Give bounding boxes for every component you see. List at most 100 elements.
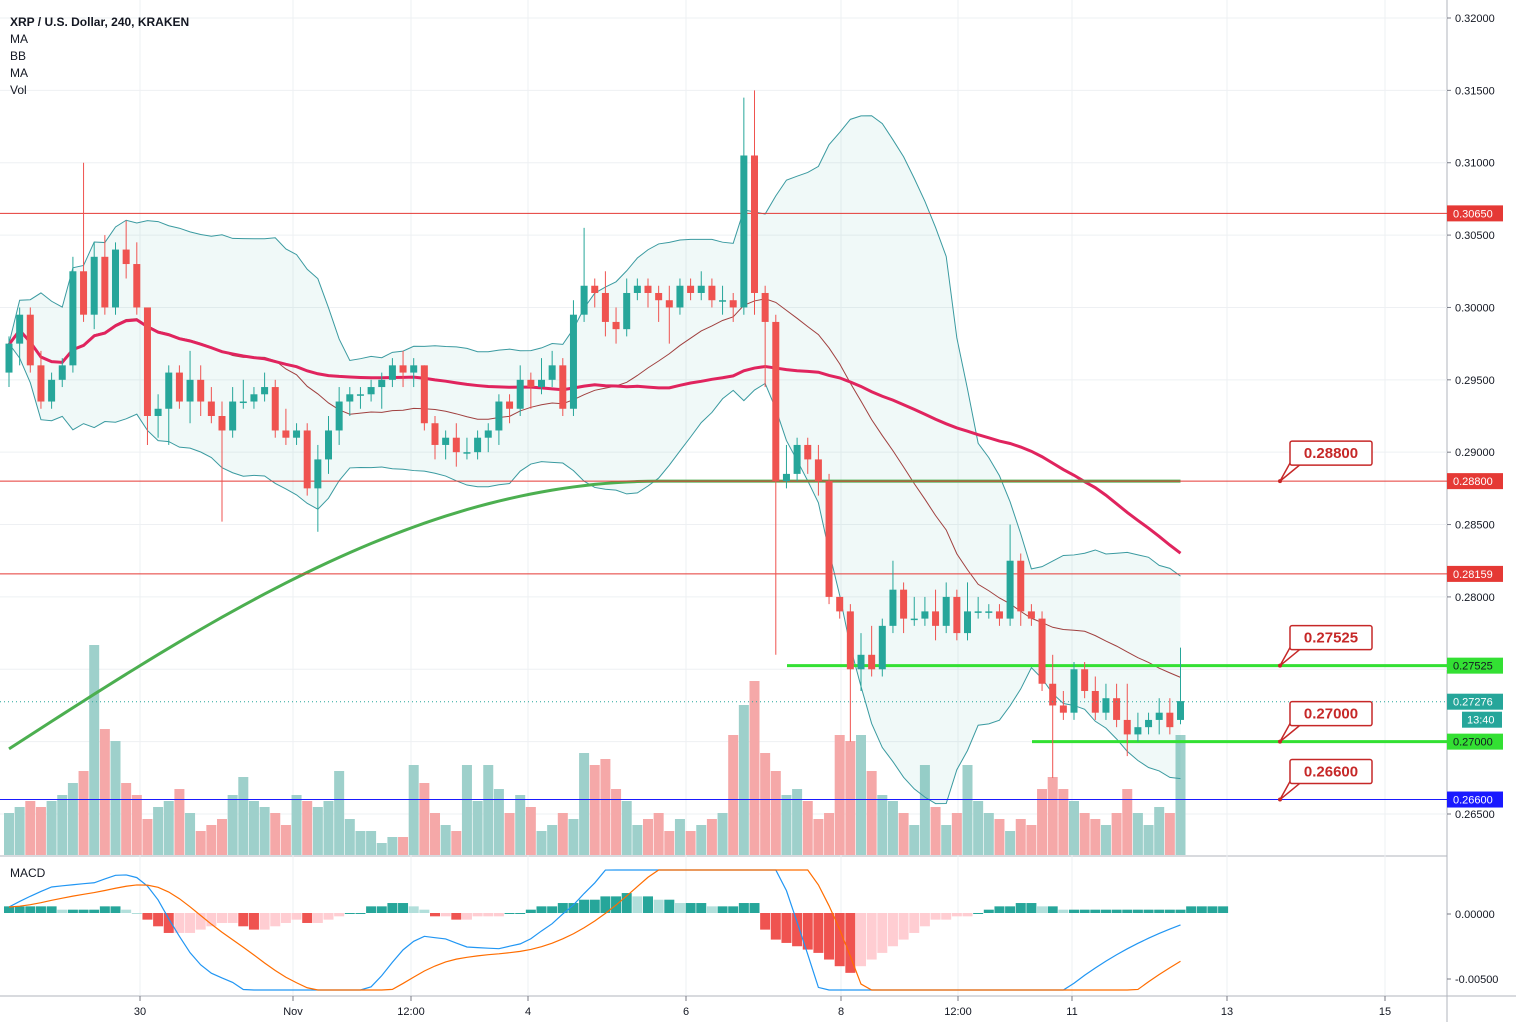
volume-bar xyxy=(994,819,1005,855)
volume-bar xyxy=(760,753,771,855)
volume-bar xyxy=(632,825,643,855)
macd-histogram-bar xyxy=(792,913,803,947)
volume-bar xyxy=(547,825,558,855)
volume-bar xyxy=(706,819,717,855)
candle-body xyxy=(591,285,599,293)
candle-body xyxy=(548,365,556,380)
candle-body xyxy=(303,430,311,489)
candle-body xyxy=(325,430,332,460)
current-price-tag xyxy=(1447,693,1503,710)
countdown-label: 13:40 xyxy=(1467,715,1495,727)
macd-histogram-bar xyxy=(930,913,941,920)
volume-bar xyxy=(163,801,174,855)
macd-histogram-bar xyxy=(206,913,217,927)
volume-bar xyxy=(35,807,46,855)
candle-body xyxy=(207,401,215,416)
macd-histogram-bar xyxy=(46,906,57,913)
candle-body xyxy=(410,365,418,373)
level-price-tag xyxy=(1447,657,1503,674)
macd-histogram-bar xyxy=(99,906,110,913)
macd-histogram-bar xyxy=(845,913,856,973)
volume-bar xyxy=(770,771,781,855)
macd-histogram-bar xyxy=(685,903,696,913)
macd-histogram-bar xyxy=(515,913,526,914)
macd-histogram-bar xyxy=(728,906,739,913)
volume-bar xyxy=(1111,813,1122,855)
macd-histogram-bar xyxy=(877,913,888,953)
volume-bar xyxy=(121,783,132,855)
macd-label[interactable]: MACD xyxy=(10,866,46,880)
candle-body xyxy=(80,271,88,315)
macd-histogram-bar xyxy=(1218,906,1229,913)
macd-histogram-bar xyxy=(1175,909,1186,913)
macd-histogram-bar xyxy=(302,913,313,923)
volume-bar xyxy=(856,735,866,855)
macd-histogram-bar xyxy=(312,913,323,923)
indicator-ma-2[interactable]: MA xyxy=(10,66,28,80)
level-price-tag xyxy=(1447,733,1503,750)
candle-body xyxy=(122,249,130,265)
candle-body xyxy=(474,437,482,453)
indicator-vol[interactable]: Vol xyxy=(10,83,27,97)
x-tick-label: 13 xyxy=(1221,1006,1233,1018)
volume-bar xyxy=(185,813,196,855)
volume-bar xyxy=(248,801,259,855)
macd-histogram-bar xyxy=(344,913,355,914)
macd-histogram-bar xyxy=(89,909,100,913)
y-tick-label: 0.31000 xyxy=(1455,158,1495,170)
volume-bar xyxy=(951,813,962,855)
candle-body xyxy=(69,271,77,366)
countdown-tag xyxy=(1462,711,1502,728)
volume-bar xyxy=(312,807,323,855)
macd-histogram-bar xyxy=(131,913,142,914)
volume-bar xyxy=(515,795,526,855)
indicator-ma-1[interactable]: MA xyxy=(10,32,28,46)
macd-histogram-bar xyxy=(1005,906,1016,913)
macd-histogram-bar xyxy=(919,913,930,927)
macd-histogram-bar xyxy=(557,903,568,913)
candle-body xyxy=(26,314,34,366)
macd-histogram-bar xyxy=(1186,906,1197,913)
macd-histogram-bar xyxy=(1047,906,1058,913)
candle-body xyxy=(90,256,98,315)
macd-histogram-bar xyxy=(664,899,675,913)
macd-histogram-bar xyxy=(248,913,259,930)
macd-histogram-bar xyxy=(856,913,866,967)
candle-body xyxy=(846,611,854,670)
candle-body xyxy=(229,401,237,431)
macd-histogram-bar xyxy=(67,909,78,913)
macd-histogram-bar xyxy=(696,903,707,913)
macd-tick-label: -0.00500 xyxy=(1455,974,1498,986)
macd-histogram-bar xyxy=(57,909,68,913)
candle-body xyxy=(623,292,631,330)
macd-histogram-bar xyxy=(706,906,717,913)
chart-legend: XRP / U.S. Dollar, 240, KRAKEN MA BB MA … xyxy=(10,14,189,99)
volume-bar xyxy=(1058,789,1069,855)
candle-body xyxy=(239,401,247,404)
macd-histogram-bar xyxy=(1132,909,1143,913)
volume-bar xyxy=(131,795,142,855)
macd-histogram-bar xyxy=(887,913,898,947)
volume-bar xyxy=(1175,735,1186,855)
volume-bar xyxy=(1154,807,1165,855)
candle-body xyxy=(495,401,503,431)
macd-histogram-bar xyxy=(483,913,494,917)
macd-histogram-bar xyxy=(909,913,920,933)
x-tick-label: 4 xyxy=(525,1006,531,1018)
volume-bar xyxy=(334,771,345,855)
volume-bar xyxy=(621,801,632,855)
volume-bar xyxy=(568,819,579,855)
macd-histogram-bar xyxy=(142,913,153,920)
macd-histogram-bar xyxy=(547,906,558,913)
candle-body xyxy=(878,625,886,670)
callout-label: 0.26600 xyxy=(1304,764,1358,781)
indicator-bb[interactable]: BB xyxy=(10,49,27,63)
volume-bar xyxy=(919,765,930,855)
candle-body xyxy=(197,379,205,402)
candle-body xyxy=(218,416,226,431)
candle-body xyxy=(612,321,620,330)
candle-body xyxy=(964,611,971,634)
candle-body xyxy=(58,365,66,380)
